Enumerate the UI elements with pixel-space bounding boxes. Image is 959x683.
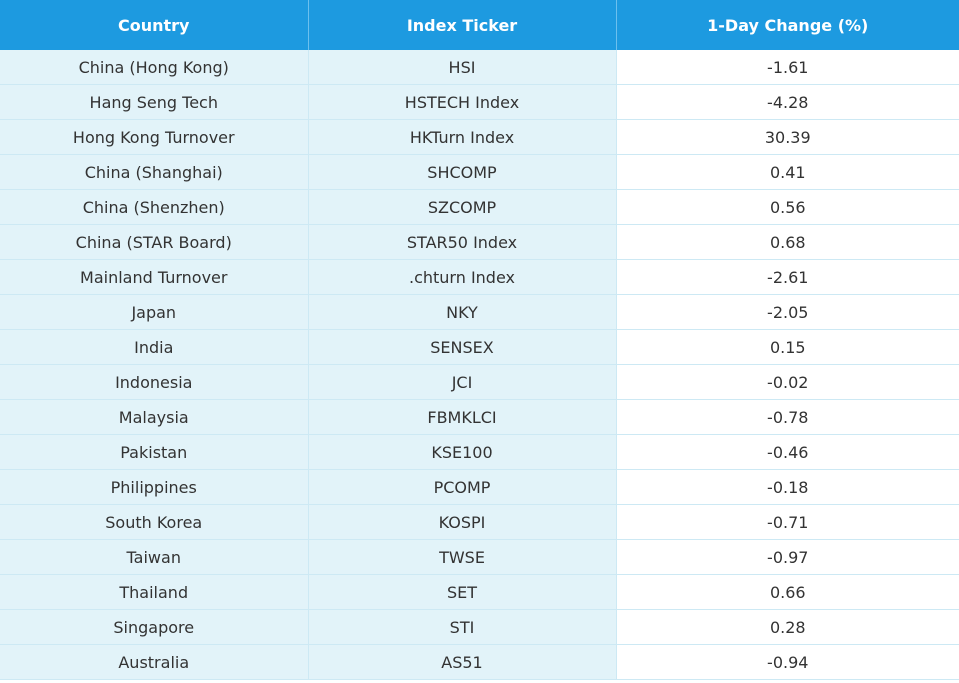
table-cell: Japan	[0, 294, 309, 330]
table-row: China (Shanghai) SHCOMP 0.41	[0, 154, 959, 190]
header-cell: 1-Day Change (%)	[616, 0, 959, 50]
table-row: Mainland Turnover .chturn Index -2.61	[0, 259, 959, 295]
header-row: Country Index Ticker 1-Day Change (%)	[0, 0, 959, 50]
table-row: Thailand SET 0.66	[0, 574, 959, 610]
table-cell: HSTECH Index	[308, 84, 617, 120]
table-cell: FBMKLCI	[308, 399, 617, 435]
table-cell: SET	[308, 574, 617, 610]
table-cell: Hong Kong Turnover	[0, 119, 309, 155]
table-cell: 0.41	[616, 154, 959, 190]
table-cell: -0.18	[616, 469, 959, 505]
table-cell: China (STAR Board)	[0, 224, 309, 260]
table-cell: Philippines	[0, 469, 309, 505]
table-row: Singapore STI 0.28	[0, 609, 959, 645]
table-cell: PCOMP	[308, 469, 617, 505]
table-cell: 0.15	[616, 329, 959, 365]
table-cell: JCI	[308, 364, 617, 400]
table-row: India SENSEX 0.15	[0, 329, 959, 365]
table-cell: Hang Seng Tech	[0, 84, 309, 120]
table-cell: Pakistan	[0, 434, 309, 470]
table-cell: -0.94	[616, 644, 959, 680]
table-body: China (Hong Kong) HSI -1.61 Hang Seng Tech H…	[0, 50, 959, 680]
table-cell: -0.71	[616, 504, 959, 540]
table-cell: SENSEX	[308, 329, 617, 365]
table-row: Japan NKY -2.05	[0, 294, 959, 330]
table-row: Taiwan TWSE -0.97	[0, 539, 959, 575]
table-row: Pakistan KSE100 -0.46	[0, 434, 959, 470]
table-cell: 0.56	[616, 189, 959, 225]
table-cell: SZCOMP	[308, 189, 617, 225]
table-row: China (Hong Kong) HSI -1.61	[0, 50, 959, 85]
table-header: Country Index Ticker 1-Day Change (%)	[0, 0, 959, 50]
table-cell: China (Shenzhen)	[0, 189, 309, 225]
header-cell: Index Ticker	[308, 0, 617, 50]
table-row: Hong Kong Turnover HKTurn Index 30.39	[0, 119, 959, 155]
table-cell: STAR50 Index	[308, 224, 617, 260]
table-row: South Korea KOSPI -0.71	[0, 504, 959, 540]
table-cell: HKTurn Index	[308, 119, 617, 155]
table-cell: .chturn Index	[308, 259, 617, 295]
table-cell: Indonesia	[0, 364, 309, 400]
table-row: China (Shenzhen) SZCOMP 0.56	[0, 189, 959, 225]
table-cell: SHCOMP	[308, 154, 617, 190]
table-row: Australia AS51 -0.94	[0, 644, 959, 680]
table-cell: China (Hong Kong)	[0, 50, 309, 85]
table-cell: South Korea	[0, 504, 309, 540]
table-cell: Singapore	[0, 609, 309, 645]
table-row: China (STAR Board) STAR50 Index 0.68	[0, 224, 959, 260]
table-cell: -0.02	[616, 364, 959, 400]
table-cell: 0.68	[616, 224, 959, 260]
table-cell: Malaysia	[0, 399, 309, 435]
table-cell: HSI	[308, 50, 617, 85]
table-cell: STI	[308, 609, 617, 645]
table-row: Malaysia FBMKLCI -0.78	[0, 399, 959, 435]
table-cell: -2.05	[616, 294, 959, 330]
table-row: Hang Seng Tech HSTECH Index -4.28	[0, 84, 959, 120]
table-cell: 0.66	[616, 574, 959, 610]
table-row: Indonesia JCI -0.02	[0, 364, 959, 400]
table-cell: China (Shanghai)	[0, 154, 309, 190]
table-cell: -1.61	[616, 50, 959, 85]
table-cell: NKY	[308, 294, 617, 330]
table-cell: KSE100	[308, 434, 617, 470]
table-cell: -0.97	[616, 539, 959, 575]
table-cell: Australia	[0, 644, 309, 680]
table-cell: Taiwan	[0, 539, 309, 575]
table-cell: Thailand	[0, 574, 309, 610]
table-cell: -0.46	[616, 434, 959, 470]
header-cell: Country	[0, 0, 309, 50]
table-row: Philippines PCOMP -0.18	[0, 469, 959, 505]
table-cell: TWSE	[308, 539, 617, 575]
table-cell: AS51	[308, 644, 617, 680]
table-cell: 0.28	[616, 609, 959, 645]
table-cell: -2.61	[616, 259, 959, 295]
table-cell: 30.39	[616, 119, 959, 155]
table-cell: -4.28	[616, 84, 959, 120]
table-cell: KOSPI	[308, 504, 617, 540]
table-cell: Mainland Turnover	[0, 259, 309, 295]
table-cell: -0.78	[616, 399, 959, 435]
table-cell: India	[0, 329, 309, 365]
